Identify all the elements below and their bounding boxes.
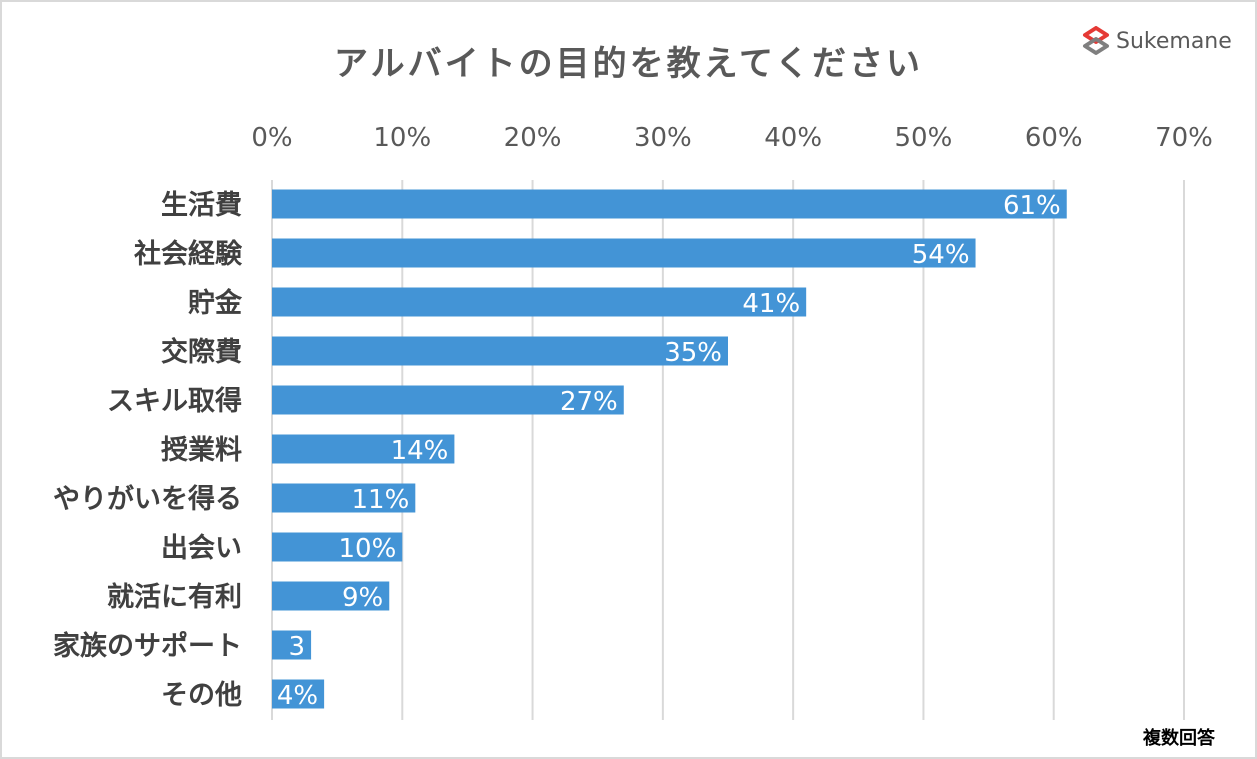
x-tick-label: 70% (1155, 123, 1213, 153)
data-label: 3 (289, 632, 306, 662)
category-label: やりがいを得る (53, 483, 242, 515)
category-label: スキル取得 (107, 386, 242, 417)
category-label: 家族のサポート (53, 630, 242, 662)
data-label: 10% (338, 534, 396, 564)
bar (272, 385, 624, 415)
data-label: 27% (560, 387, 618, 417)
bar (272, 630, 312, 660)
x-tick-label: 30% (634, 123, 692, 153)
bar (272, 532, 403, 562)
data-label: 11% (352, 485, 410, 515)
brand-logo: Sukemane (1082, 26, 1232, 56)
category-label: 授業料 (161, 435, 242, 466)
brand-name: Sukemane (1116, 28, 1232, 54)
bar (272, 189, 1067, 219)
data-label: 54% (912, 240, 970, 270)
category-label: その他 (161, 680, 242, 711)
data-label: 61% (1003, 191, 1061, 221)
bars (272, 189, 1067, 709)
category-label: 交際費 (161, 336, 242, 368)
category-label: 出会い (161, 533, 242, 564)
bar (272, 581, 390, 611)
data-label: 35% (664, 338, 722, 368)
x-tick-label: 50% (895, 123, 953, 153)
sukemane-logo-icon (1083, 26, 1109, 55)
x-tick-label: 0% (251, 123, 292, 153)
category-label: 貯金 (188, 287, 243, 319)
data-label: 41% (742, 289, 800, 319)
bar (272, 434, 455, 464)
category-labels: 生活費社会経験貯金交際費スキル取得授業料やりがいを得る出会い就活に有利家族のサポ… (53, 190, 243, 711)
bar (272, 336, 728, 366)
multiple-answer-note: 複数回答 (1143, 728, 1215, 749)
data-label: 14% (391, 436, 449, 466)
bar (272, 679, 325, 709)
data-label: 4% (277, 681, 318, 711)
category-label: 生活費 (161, 190, 242, 221)
x-tick-label: 40% (764, 123, 822, 153)
category-label: 社会経験 (134, 238, 243, 270)
bar (272, 287, 807, 317)
bar (272, 238, 976, 268)
x-axis-ticks: 0% 10% 20% 30% 40% 50% 60% 70% (251, 123, 1213, 153)
x-tick-label: 20% (504, 123, 562, 153)
chart-title: アルバイトの目的を教えてください (334, 44, 923, 84)
data-labels: 61% 54% 41% 35% 27% 14% 11% 10% 9% 3 4% (277, 191, 1061, 711)
x-tick-label: 60% (1025, 123, 1083, 153)
x-tick-label: 10% (373, 123, 431, 153)
category-label: 就活に有利 (107, 582, 242, 613)
bar (272, 483, 416, 513)
data-label: 9% (342, 583, 383, 613)
